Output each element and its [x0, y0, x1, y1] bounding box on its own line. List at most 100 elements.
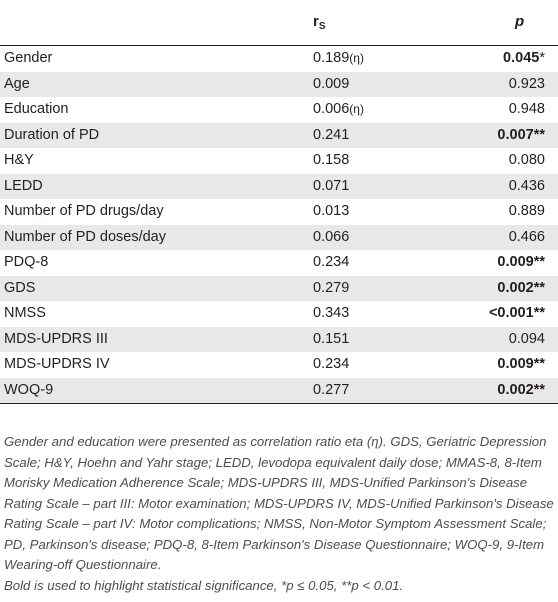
cell-variable: MDS-UPDRS III [4, 330, 108, 347]
rs-value: 0.009 [313, 75, 350, 92]
p-value: 0.002 [497, 279, 534, 296]
cell-rs: 0.006(η) [313, 97, 364, 123]
table-row: WOQ-9 0.277 0.002** [0, 377, 558, 404]
cell-variable: Education [4, 101, 69, 117]
table-row: LEDD 0.071 0.436 [0, 173, 558, 200]
table-row: Education 0.006(η) 0.948 [0, 97, 558, 123]
p-value: 0.002 [497, 381, 534, 398]
cell-p: 0.009** [497, 250, 545, 276]
table-row: Number of PD doses/day 0.066 0.466 [0, 224, 558, 251]
cell-p: <0.001** [489, 301, 545, 327]
footnote-abbreviations: Gender and education were presented as c… [4, 434, 554, 572]
p-value: 0.466 [508, 228, 545, 245]
p-value: 0.009 [497, 254, 534, 270]
significance-stars: ** [533, 254, 545, 270]
table-row: NMSS 0.343 <0.001** [0, 301, 558, 327]
cell-p: 0.948 [509, 97, 545, 123]
p-value: 0.045 [503, 50, 540, 66]
rs-value: 0.189 [313, 50, 350, 66]
eta-marker: (η) [349, 102, 364, 116]
rs-value: 0.006 [313, 101, 350, 117]
cell-variable: Gender [4, 50, 53, 66]
significance-stars: ** [533, 305, 545, 321]
cell-variable: PDQ-8 [4, 254, 49, 270]
footnote-significance: Bold is used to highlight statistical si… [4, 577, 404, 593]
p-value: 0.007 [497, 126, 534, 143]
cell-rs: 0.009 [313, 72, 349, 98]
significance-stars: ** [533, 279, 545, 296]
table-row: Number of PD drugs/day 0.013 0.889 [0, 199, 558, 225]
p-value: 0.094 [508, 330, 545, 347]
cell-p: 0.045* [503, 46, 545, 72]
cell-variable: Number of PD doses/day [4, 228, 166, 245]
cell-p: 0.094 [509, 327, 545, 353]
table-row: MDS-UPDRS IV 0.234 0.009** [0, 352, 558, 378]
table-body: Gender 0.189(η) 0.045* Age 0.009 0.923 Educati… [0, 46, 558, 403]
table-row: MDS-UPDRS III 0.151 0.094 [0, 326, 558, 353]
rs-value: 0.013 [313, 203, 350, 219]
rs-value: 0.066 [313, 228, 350, 245]
cell-p: 0.466 [509, 225, 545, 251]
rs-value: 0.158 [313, 152, 350, 168]
correlation-table: rS p Gender 0.189(η) 0.045* Age 0.009 0.923 Ed… [0, 0, 558, 404]
p-value: 0.436 [508, 177, 545, 194]
cell-p: 0.889 [509, 199, 545, 225]
rs-value: 0.071 [313, 177, 350, 194]
cell-rs: 0.151 [313, 327, 349, 353]
p-value: <0.001 [488, 305, 534, 321]
cell-rs: 0.277 [313, 378, 349, 404]
cell-variable: GDS [4, 279, 36, 296]
rs-value: 0.277 [313, 381, 350, 398]
table-header: rS p [0, 0, 558, 45]
header-rule [0, 45, 558, 46]
cell-variable: Duration of PD [4, 126, 100, 143]
table-row: Gender 0.189(η) 0.045* [0, 46, 558, 72]
cell-p: 0.002** [497, 378, 545, 404]
cell-p: 0.002** [497, 276, 545, 302]
cell-variable: Number of PD drugs/day [4, 203, 164, 219]
p-value: 0.080 [508, 152, 545, 168]
cell-p: 0.007** [497, 123, 545, 149]
cell-variable: H&Y [4, 152, 34, 168]
cell-p: 0.436 [509, 174, 545, 200]
cell-rs: 0.066 [313, 225, 349, 251]
cell-variable: WOQ-9 [4, 381, 54, 398]
cell-rs: 0.013 [313, 199, 349, 225]
cell-variable: MDS-UPDRS IV [4, 356, 110, 372]
header-rs: rS [313, 13, 326, 32]
rs-value: 0.241 [313, 126, 350, 143]
eta-marker: (η) [349, 51, 364, 65]
cell-rs: 0.279 [313, 276, 349, 302]
bottom-rule [0, 403, 558, 404]
cell-p: 0.080 [509, 148, 545, 174]
cell-variable: Age [4, 75, 30, 92]
p-value: 0.009 [497, 356, 534, 372]
cell-variable: NMSS [4, 305, 46, 321]
cell-rs: 0.158 [313, 148, 349, 174]
cell-rs: 0.234 [313, 250, 349, 276]
significance-stars: ** [533, 126, 545, 143]
cell-variable: LEDD [4, 177, 43, 194]
p-value: 0.948 [508, 101, 545, 117]
cell-p: 0.923 [509, 72, 545, 98]
table-footnote: Gender and education were presented as c… [0, 432, 558, 596]
header-p: p [515, 13, 525, 30]
rs-value: 0.234 [313, 254, 350, 270]
rs-value: 0.343 [313, 305, 350, 321]
rs-value: 0.279 [313, 279, 350, 296]
cell-rs: 0.234 [313, 352, 349, 378]
significance-stars: ** [533, 381, 545, 398]
cell-rs: 0.343 [313, 301, 349, 327]
p-value: 0.889 [508, 203, 545, 219]
significance-stars: * [539, 50, 545, 66]
table-row: H&Y 0.158 0.080 [0, 148, 558, 174]
p-value: 0.923 [508, 75, 545, 92]
cell-rs: 0.071 [313, 174, 349, 200]
cell-p: 0.009** [497, 352, 545, 378]
table-row: PDQ-8 0.234 0.009** [0, 250, 558, 276]
significance-stars: ** [533, 356, 545, 372]
table-row: Age 0.009 0.923 [0, 71, 558, 98]
table-row: Duration of PD 0.241 0.007** [0, 122, 558, 149]
cell-rs: 0.241 [313, 123, 349, 149]
table-row: GDS 0.279 0.002** [0, 275, 558, 302]
